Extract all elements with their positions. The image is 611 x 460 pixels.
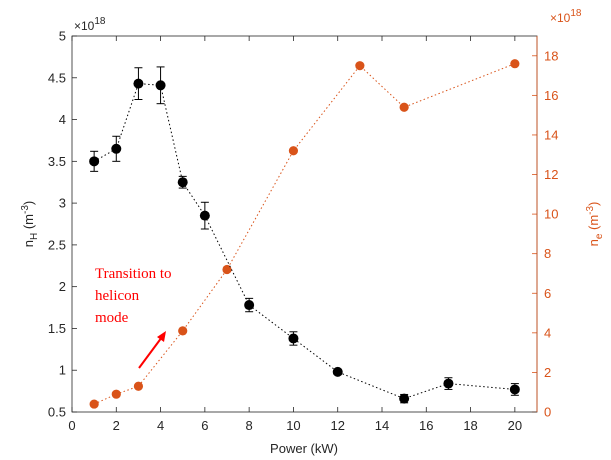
right-tick-label: 16 <box>544 88 558 103</box>
electron-density-point <box>288 146 299 156</box>
x-axis-label: Power (kW) <box>270 441 338 456</box>
right-axis-label: ne (m-3) <box>585 202 605 247</box>
left-tick-label: 1 <box>59 363 66 378</box>
x-tick-label: 12 <box>330 418 344 433</box>
x-tick-label: 8 <box>246 418 253 433</box>
hydrogen-density-series <box>89 66 520 404</box>
x-tick-label: 16 <box>419 418 433 433</box>
right-tick-label: 10 <box>544 207 558 222</box>
x-tick-label: 0 <box>68 418 75 433</box>
left-tick-label: 2 <box>59 279 66 294</box>
x-axis-ticks: 0 2 4 6 8 10 12 14 16 18 20 <box>68 36 522 433</box>
hydrogen-density-point <box>199 210 210 221</box>
hydrogen-density-point <box>89 156 100 167</box>
hydrogen-density-point <box>509 384 520 395</box>
left-tick-label: 2.5 <box>48 237 66 252</box>
annotation-arrow-head <box>157 331 166 342</box>
left-tick-label: 3 <box>59 196 66 211</box>
annotation-line-1: Transition to <box>95 266 172 282</box>
electron-density-point <box>178 326 188 336</box>
x-tick-label: 2 <box>113 418 120 433</box>
electron-density-point <box>111 389 121 399</box>
right-axis-multiplier: ×1018 <box>550 8 582 25</box>
right-tick-label: 4 <box>544 325 551 340</box>
electron-density-point <box>89 399 99 409</box>
left-tick-label: 4.5 <box>48 70 66 85</box>
right-axis-ticks: 0 2 4 6 8 10 12 14 16 18 <box>532 48 558 420</box>
left-axis-label: nH (m-3) <box>20 201 40 248</box>
right-tick-label: 14 <box>544 127 558 142</box>
annotation-line-2: helicon <box>95 288 140 304</box>
left-tick-label: 1.5 <box>48 321 66 336</box>
right-tick-label: 18 <box>544 48 558 63</box>
right-tick-label: 0 <box>544 405 551 420</box>
hydrogen-density-point <box>443 378 454 389</box>
hydrogen-density-point <box>288 333 299 344</box>
hydrogen-density-point <box>155 80 166 91</box>
left-axis-multiplier: ×1018 <box>74 16 106 33</box>
left-tick-label: 3.5 <box>48 154 66 169</box>
hydrogen-density-point <box>332 366 343 377</box>
x-tick-label: 14 <box>375 418 389 433</box>
electron-density-point <box>399 102 409 112</box>
right-tick-label: 6 <box>544 286 551 301</box>
electron-density-point <box>133 381 144 391</box>
right-tick-label: 12 <box>544 167 558 182</box>
electron-density-point <box>355 61 365 71</box>
electron-density-series <box>89 59 520 409</box>
x-tick-label: 4 <box>157 418 164 433</box>
x-tick-label: 18 <box>463 418 477 433</box>
hydrogen-density-point <box>244 300 255 311</box>
hydrogen-density-point <box>177 177 188 188</box>
electron-density-point <box>510 59 520 69</box>
left-axis-ticks: 0.5 1 1.5 2 2.5 3 3.5 4 4.5 5 <box>48 29 77 420</box>
annotation-line-3: mode <box>95 310 129 326</box>
hydrogen-density-point <box>133 78 144 89</box>
electron-density-line <box>93 63 516 405</box>
right-tick-label: 8 <box>544 246 551 261</box>
plot-background <box>72 36 537 412</box>
left-tick-label: 0.5 <box>48 405 66 420</box>
hydrogen-density-point <box>399 393 410 404</box>
electron-density-point <box>222 264 232 275</box>
left-tick-label: 4 <box>59 112 66 127</box>
right-tick-label: 2 <box>544 365 551 380</box>
left-tick-label: 5 <box>59 29 66 44</box>
x-tick-label: 20 <box>508 418 522 433</box>
x-tick-label: 10 <box>286 418 300 433</box>
annotation-arrow-shaft <box>138 336 163 369</box>
x-tick-label: 6 <box>201 418 208 433</box>
transition-annotation: Transition to helicon mode <box>95 266 172 369</box>
hydrogen-density-point <box>111 143 122 154</box>
